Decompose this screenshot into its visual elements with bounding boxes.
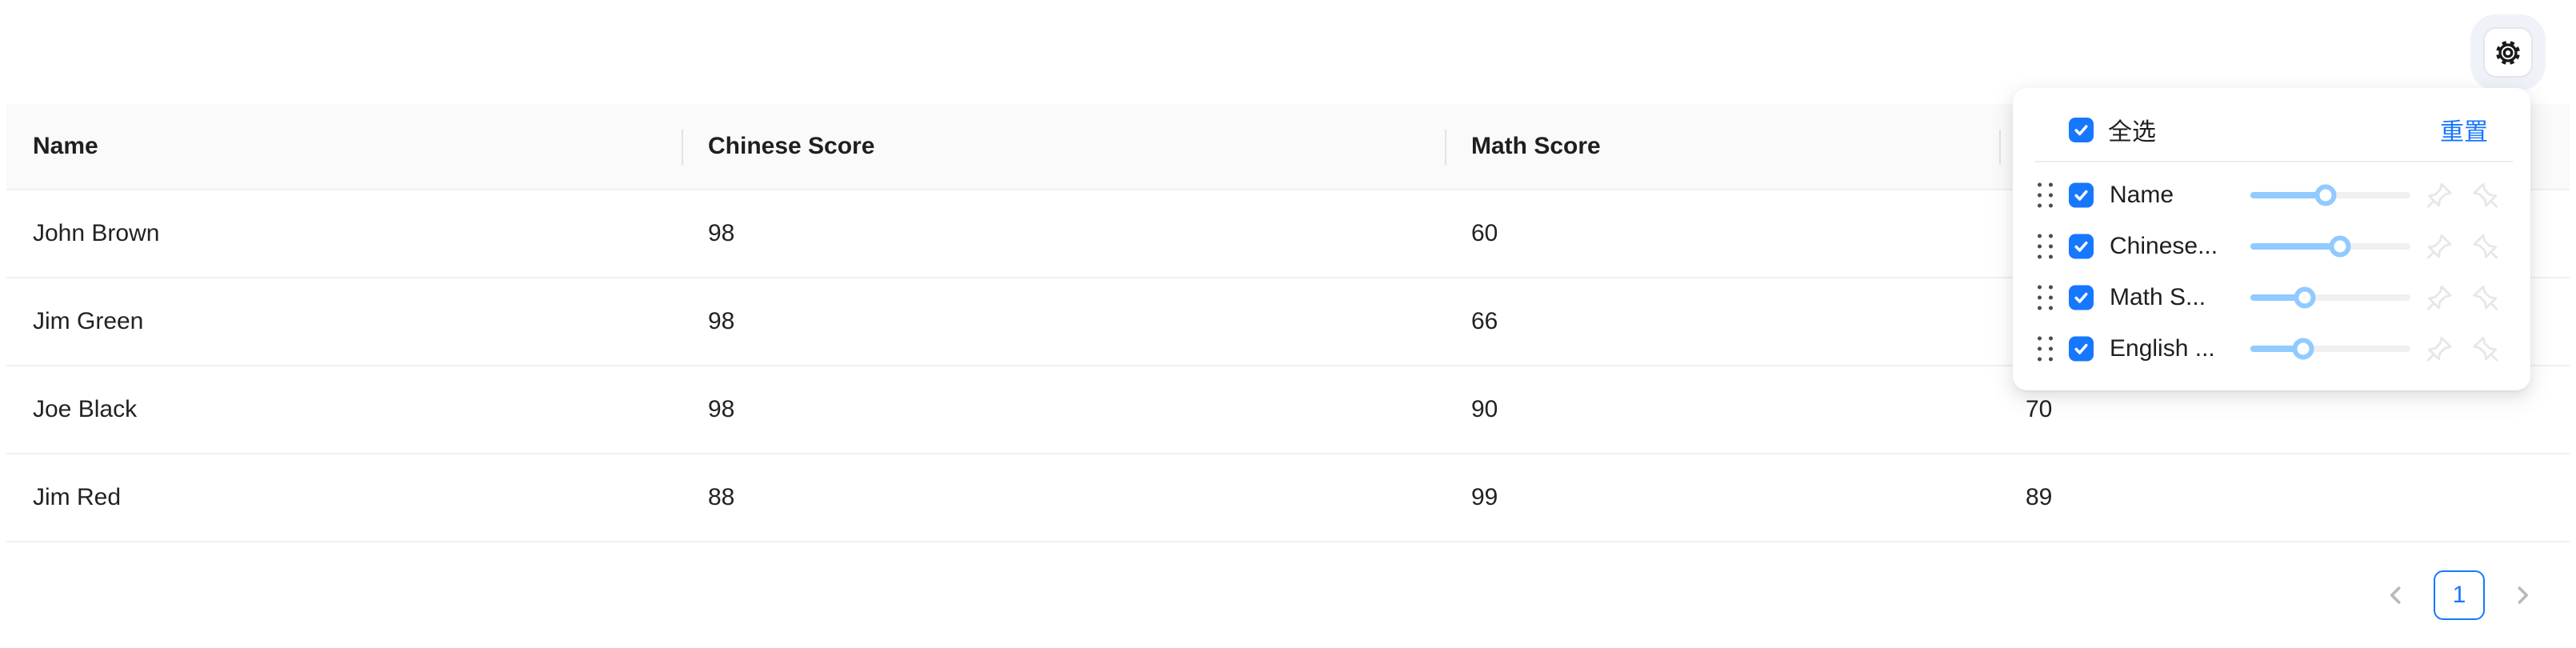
column-label: Name [2110, 182, 2174, 208]
chevron-left-icon [2390, 586, 2401, 604]
column-header-english [1999, 104, 2570, 189]
column-settings-button[interactable] [2483, 27, 2533, 78]
slider-handle[interactable] [2329, 235, 2351, 258]
pin-right-icon[interactable] [2471, 232, 2500, 261]
check-icon [2074, 343, 2088, 354]
select-all-row: 全选 重置 [2013, 106, 2530, 154]
column-setting-item-math: Math S... [2013, 272, 2530, 323]
pagination-page-1[interactable]: 1 [2434, 570, 2485, 620]
column-width-slider[interactable] [2250, 286, 2410, 309]
pin-right-icon[interactable] [2471, 334, 2500, 363]
column-label: English ... [2110, 335, 2215, 362]
drag-handle-icon[interactable] [2038, 336, 2053, 362]
drag-handle-icon[interactable] [2038, 234, 2053, 259]
check-icon [2074, 190, 2088, 201]
pagination: 1 [2376, 570, 2542, 620]
popup-divider [2034, 161, 2513, 162]
column-header-math: Math Score [1445, 104, 1999, 189]
column-checkbox[interactable] [2069, 234, 2094, 259]
column-width-slider[interactable] [2250, 338, 2410, 360]
column-setting-item-english: English ... [2013, 323, 2530, 374]
pin-right-icon[interactable] [2471, 283, 2500, 312]
cell-math: 90 [1471, 396, 1498, 422]
column-setting-item-name: Name [2013, 170, 2530, 221]
pin-left-icon[interactable] [2425, 334, 2454, 363]
cell-english: 89 [2026, 484, 2053, 510]
column-label: Chinese... [2110, 233, 2218, 259]
reset-link[interactable]: 重置 [2440, 119, 2488, 146]
pin-left-icon[interactable] [2425, 283, 2454, 312]
pagination-next-button[interactable] [2502, 570, 2542, 620]
select-all-checkbox[interactable] [2069, 117, 2094, 142]
pagination-prev-button[interactable] [2376, 570, 2416, 620]
pin-left-icon[interactable] [2425, 181, 2454, 210]
cell-chinese: 98 [708, 308, 735, 334]
check-icon [2074, 124, 2088, 135]
cell-chinese: 98 [708, 396, 735, 422]
slider-handle[interactable] [2292, 338, 2314, 360]
cell-english: 70 [2026, 396, 2053, 422]
column-checkbox[interactable] [2069, 336, 2094, 362]
chevron-right-icon [2518, 586, 2529, 604]
slider-handle[interactable] [2294, 286, 2316, 309]
column-setting-item-chinese: Chinese... [2013, 221, 2530, 272]
column-checkbox[interactable] [2069, 182, 2094, 208]
cell-math: 66 [1471, 308, 1498, 334]
cell-chinese: 88 [708, 484, 735, 510]
column-settings-popup: 全选 重置 Name [2013, 88, 2530, 390]
cell-name: John Brown [33, 220, 160, 246]
cell-chinese: 98 [708, 220, 735, 246]
drag-handle-icon[interactable] [2038, 182, 2053, 208]
column-width-slider[interactable] [2250, 184, 2410, 206]
column-settings-list: Name Chinese... [2013, 170, 2530, 374]
column-label: Math S... [2110, 284, 2206, 310]
slider-handle[interactable] [2314, 184, 2337, 206]
drag-handle-icon[interactable] [2038, 285, 2053, 310]
table-row: Jim Red 88 99 89 [6, 454, 2570, 542]
column-checkbox[interactable] [2069, 285, 2094, 310]
pin-right-icon[interactable] [2471, 181, 2500, 210]
pin-left-icon[interactable] [2425, 232, 2454, 261]
cell-math: 60 [1471, 220, 1498, 246]
column-width-slider[interactable] [2250, 235, 2410, 258]
cell-name: Joe Black [33, 396, 138, 422]
cell-name: Jim Red [33, 484, 122, 510]
gear-icon [2496, 40, 2520, 65]
check-icon [2074, 241, 2088, 252]
check-icon [2074, 292, 2088, 303]
column-header-name: Name [33, 133, 98, 159]
cell-name: Jim Green [33, 308, 144, 334]
cell-math: 99 [1471, 484, 1498, 510]
column-header-chinese: Chinese Score [682, 104, 1445, 189]
select-all-label: 全选 [2108, 119, 2156, 146]
